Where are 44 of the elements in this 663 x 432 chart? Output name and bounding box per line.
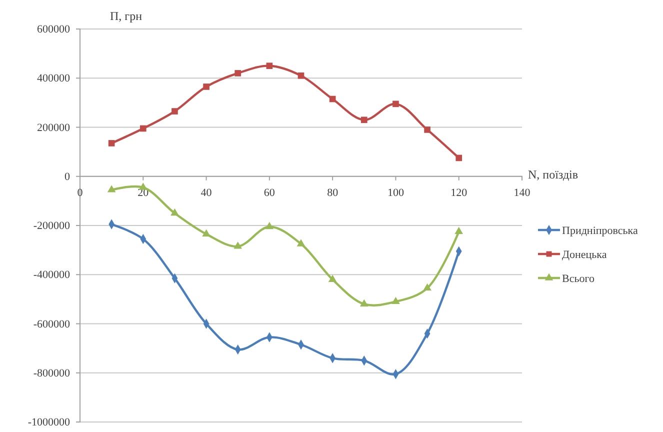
point <box>265 222 274 230</box>
point <box>454 226 464 234</box>
y-tick-label: -200000 <box>33 220 70 232</box>
x-tick-label: 80 <box>327 187 339 200</box>
point <box>140 125 146 132</box>
point <box>172 108 178 114</box>
point <box>203 84 210 90</box>
x-tick-label: 120 <box>450 187 468 200</box>
point <box>107 185 116 192</box>
x-tick-label: 100 <box>387 187 404 200</box>
point <box>424 126 430 133</box>
point <box>392 100 399 108</box>
y-tick-label: 400000 <box>37 72 70 85</box>
x-axis-title: N, поїздів <box>528 167 578 182</box>
point <box>202 229 210 236</box>
x-tick-label: 0 <box>77 187 84 200</box>
legend-label: Придніпровська <box>562 225 638 237</box>
point <box>360 299 368 307</box>
point <box>266 62 273 70</box>
y-tick-label: 600000 <box>37 24 70 36</box>
point <box>456 154 462 162</box>
x-tick-label: 40 <box>200 187 212 200</box>
point <box>234 70 242 76</box>
point <box>296 239 306 246</box>
point <box>423 283 432 291</box>
y-tick-label: -1000000 <box>28 416 70 429</box>
y-tick-label: -800000 <box>33 367 70 380</box>
point <box>392 296 400 304</box>
x-tick-label: 140 <box>514 187 531 200</box>
point <box>360 116 368 124</box>
legend-label: Всього <box>562 273 595 285</box>
point <box>329 96 336 102</box>
point <box>108 140 115 146</box>
point <box>328 274 337 282</box>
legend-label: Донецька <box>562 249 607 261</box>
y-tick-label: -400000 <box>33 269 70 282</box>
point <box>170 208 179 216</box>
y-tick-label: 0 <box>64 170 70 183</box>
point <box>234 242 242 249</box>
y-tick-label: 200000 <box>37 122 70 134</box>
x-tick-label: 60 <box>264 187 276 200</box>
y-tick-label: -600000 <box>33 318 70 330</box>
point <box>298 72 304 79</box>
y-axis-title: П, грн <box>110 9 143 23</box>
